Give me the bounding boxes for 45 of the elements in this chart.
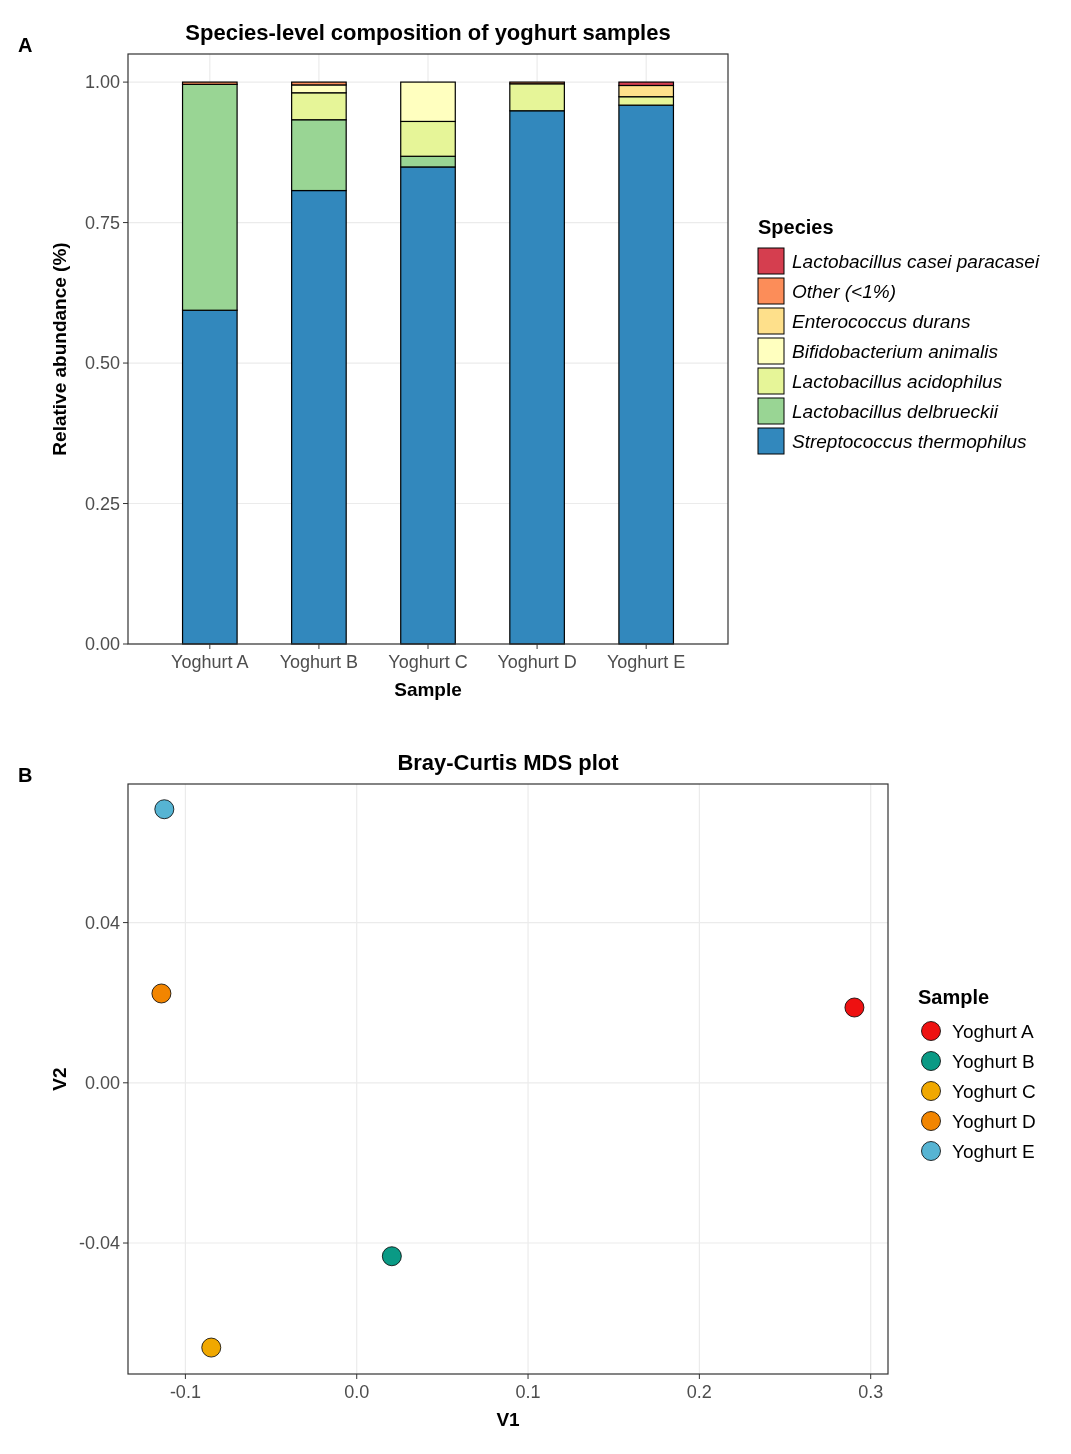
x-axis-title: V1: [496, 1409, 521, 1430]
point: [844, 997, 865, 1018]
point: [201, 1337, 222, 1358]
legend-label: Enterococcus durans: [792, 310, 971, 332]
legend-label: Yoghurt A: [952, 1020, 1035, 1042]
point: [154, 799, 175, 820]
x-tick-label: Yoghurt E: [606, 652, 686, 672]
x-tick-label: 0.1: [515, 1382, 541, 1402]
x-tick-label: Yoghurt A: [171, 652, 249, 672]
y-tick-label: -0.04: [78, 1233, 120, 1254]
y-tick-label: 0.00: [84, 1073, 120, 1094]
text: B: [18, 764, 33, 786]
y-tick-label: 0.25: [84, 493, 120, 514]
legend-label: Yoghurt D: [952, 1110, 1036, 1132]
y-tick-label: 0.75: [84, 212, 120, 233]
x-tick-label: Yoghurt C: [388, 652, 468, 672]
chart-title: Species-level composition of yoghurt samples: [185, 20, 671, 45]
y-axis-title: Relative abundance (%): [49, 242, 70, 456]
legend-label: Yoghurt C: [952, 1080, 1036, 1102]
legend-title: Species: [758, 216, 834, 238]
legend-label: Streptococcus thermophilus: [792, 430, 1027, 452]
y-tick-label: 0.50: [84, 353, 120, 374]
point: [381, 1246, 402, 1267]
x-tick-label: Yoghurt D: [497, 652, 577, 672]
x-tick-label: 0.0: [344, 1382, 370, 1402]
legend-title: Sample: [918, 986, 990, 1008]
legend-label: Lactobacillus casei paracasei: [792, 250, 1040, 272]
x-tick-label: 0.3: [858, 1382, 884, 1402]
legend-label: Lactobacillus acidophilus: [792, 370, 1003, 392]
chart-title: Bray-Curtis MDS plot: [397, 750, 620, 775]
legend-label: Lactobacillus delbrueckii: [792, 400, 999, 422]
legend-label: Yoghurt B: [952, 1050, 1035, 1072]
y-tick-label: 0.04: [84, 912, 120, 933]
x-tick-label: Yoghurt B: [279, 652, 359, 672]
legend-label: Other (<1%): [792, 280, 897, 302]
legend-label: Yoghurt E: [952, 1140, 1035, 1162]
x-tick-label: -0.1: [169, 1382, 201, 1402]
legend-label: Bifidobacterium animalis: [792, 340, 999, 362]
y-tick-label: 0.00: [84, 634, 120, 655]
x-tick-label: 0.2: [686, 1382, 712, 1402]
text: A: [18, 34, 33, 56]
point: [151, 983, 172, 1004]
x-axis-title: Sample: [394, 679, 462, 700]
y-axis-title: V2: [49, 1067, 70, 1091]
y-tick-label: 1.00: [84, 72, 120, 93]
